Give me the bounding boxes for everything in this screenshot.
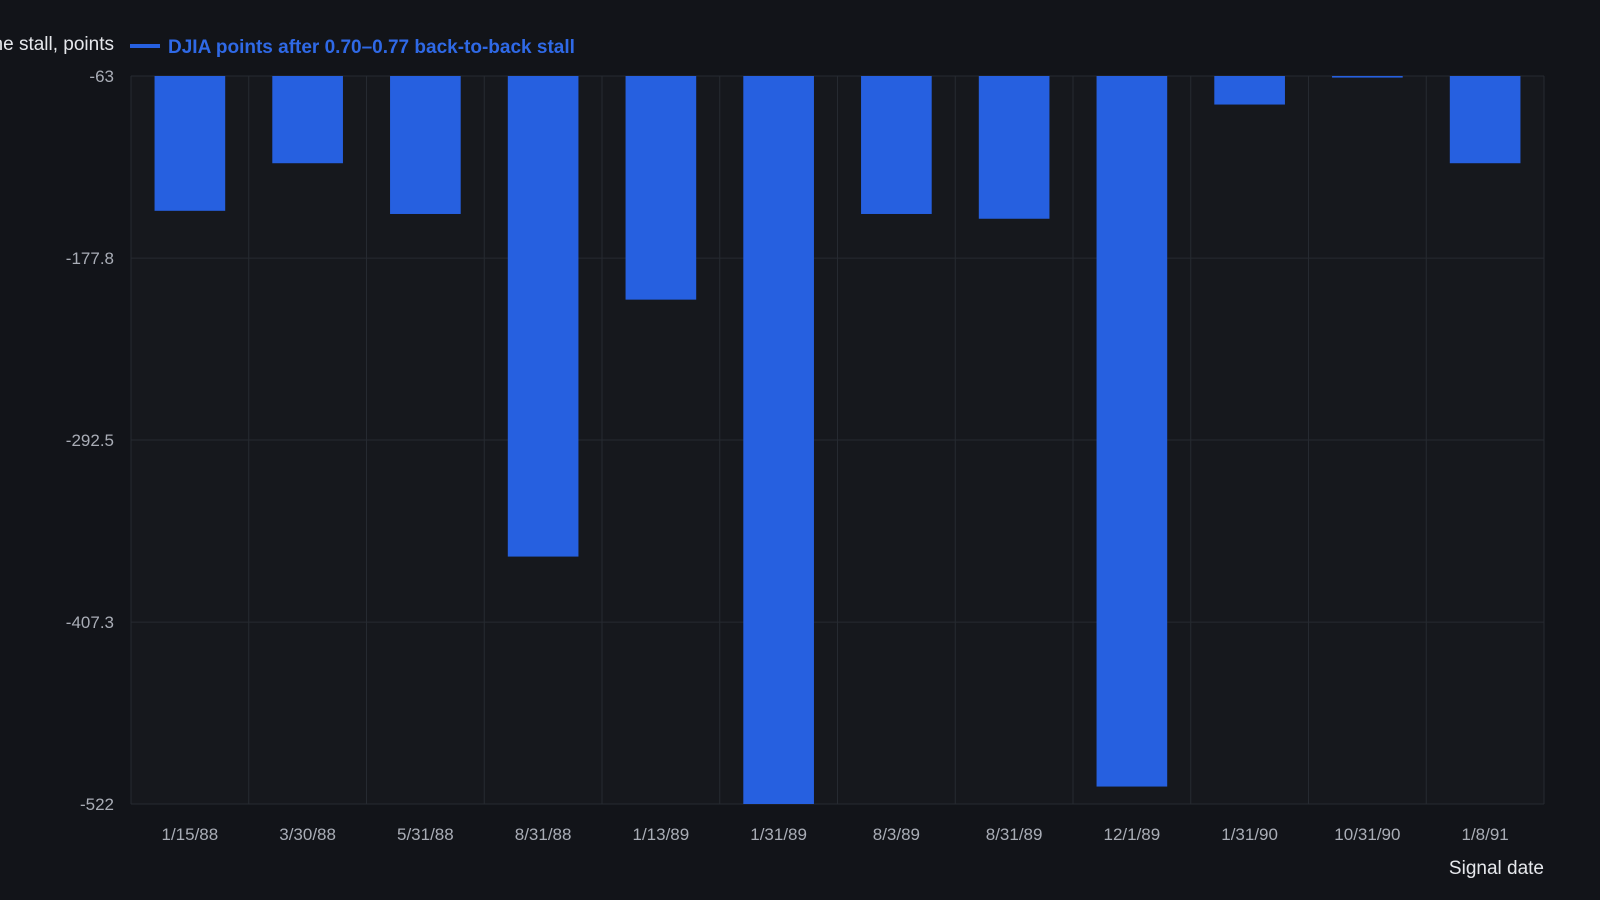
bar[interactable] xyxy=(1096,76,1168,787)
bar[interactable] xyxy=(1214,76,1285,105)
x-tick-label: 1/15/88 xyxy=(162,825,219,844)
x-tick-label: 8/31/88 xyxy=(515,825,572,844)
x-tick-label: 1/31/90 xyxy=(1221,825,1278,844)
bar[interactable] xyxy=(1332,76,1403,78)
y-axis-ticks: -63 -177.8 -292.5 -407.3 -522 xyxy=(66,67,114,814)
x-tick-label: 8/31/89 xyxy=(986,825,1043,844)
x-tick-label: 1/31/89 xyxy=(750,825,807,844)
x-tick-label: 1/8/91 xyxy=(1461,825,1508,844)
bar[interactable] xyxy=(861,76,932,214)
legend: DJIA points after 0.70–0.77 back-to-back… xyxy=(130,37,575,58)
x-axis-title: Signal date xyxy=(1449,858,1544,879)
x-axis-ticks: 1/15/88 3/30/88 5/31/88 8/31/88 1/13/89 1/31/… xyxy=(162,825,1509,844)
x-tick-label: 8/3/89 xyxy=(873,825,920,844)
y-tick-label: -292.5 xyxy=(66,431,114,450)
y-axis-title: the stall, points xyxy=(0,34,114,55)
bar[interactable] xyxy=(507,76,579,557)
bars xyxy=(154,76,1521,804)
bar[interactable] xyxy=(978,76,1050,219)
legend-label: DJIA points after 0.70–0.77 back-to-back… xyxy=(168,37,575,58)
x-tick-label: 5/31/88 xyxy=(397,825,454,844)
y-tick-label: -63 xyxy=(89,67,114,86)
gridlines xyxy=(130,75,1545,805)
bar[interactable] xyxy=(1449,76,1521,164)
bar[interactable] xyxy=(390,76,461,214)
bar[interactable] xyxy=(743,76,814,804)
x-tick-label: 12/1/89 xyxy=(1104,825,1161,844)
x-tick-label: 1/13/89 xyxy=(633,825,690,844)
bar[interactable] xyxy=(154,76,226,211)
bar[interactable] xyxy=(625,76,697,300)
y-tick-label: -407.3 xyxy=(66,613,114,632)
y-tick-label: -177.8 xyxy=(66,249,114,268)
y-tick-label: -522 xyxy=(80,795,114,814)
x-tick-label: 10/31/90 xyxy=(1334,825,1400,844)
bar[interactable] xyxy=(272,76,343,164)
x-tick-label: 3/30/88 xyxy=(279,825,336,844)
